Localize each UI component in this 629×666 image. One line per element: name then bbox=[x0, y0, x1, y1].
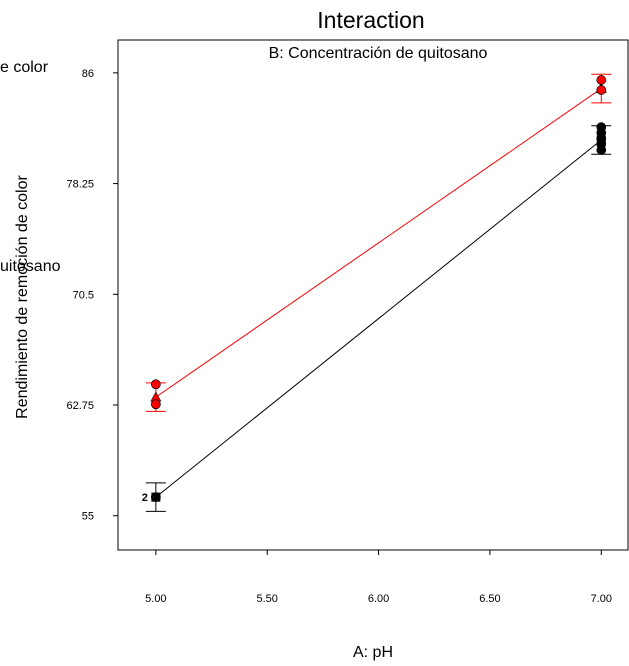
series-line bbox=[155, 88, 602, 398]
x-tick-label: 6.00 bbox=[368, 593, 389, 605]
y-tick-label: 62.75 bbox=[66, 400, 94, 412]
design-point bbox=[151, 379, 161, 390]
series-1 bbox=[145, 73, 612, 412]
x-tick-label: 7.00 bbox=[591, 593, 612, 605]
x-axis-label: A: pH bbox=[353, 644, 393, 661]
legend-fragment-top: e color bbox=[0, 59, 49, 76]
y-tick-label: 78.25 bbox=[66, 179, 94, 191]
x-tick-label: 6.50 bbox=[479, 593, 500, 605]
y-tick-label: 86 bbox=[82, 68, 94, 80]
point-count-label: 2 bbox=[142, 492, 148, 504]
series-layer: 2 bbox=[142, 73, 612, 512]
design-point bbox=[151, 492, 161, 502]
design-point bbox=[596, 85, 607, 95]
plot-frame bbox=[117, 39, 629, 551]
x-tick-label: 5.00 bbox=[145, 593, 166, 605]
design-point bbox=[596, 75, 607, 85]
design-point bbox=[596, 145, 607, 155]
y-tick-label: 70.5 bbox=[73, 289, 94, 301]
design-point bbox=[151, 399, 161, 410]
legend-fragment-mid: uitosano bbox=[0, 258, 61, 275]
x-tick-label: 5.50 bbox=[257, 593, 278, 605]
series-line bbox=[155, 139, 602, 498]
factor-label: B: Concentración de quitosano bbox=[269, 45, 488, 62]
series-2: 2 bbox=[142, 122, 612, 512]
x-axis-ticks: 5.00 5.50 6.00 6.50 7.00 bbox=[145, 550, 612, 605]
y-axis-ticks: 55 62.75 70.5 78.25 86 bbox=[66, 68, 118, 523]
y-tick-label: 55 bbox=[82, 511, 94, 523]
y-axis-label: Rendimiento de remoción de color bbox=[14, 174, 31, 418]
chart-title: Interaction bbox=[317, 7, 424, 33]
